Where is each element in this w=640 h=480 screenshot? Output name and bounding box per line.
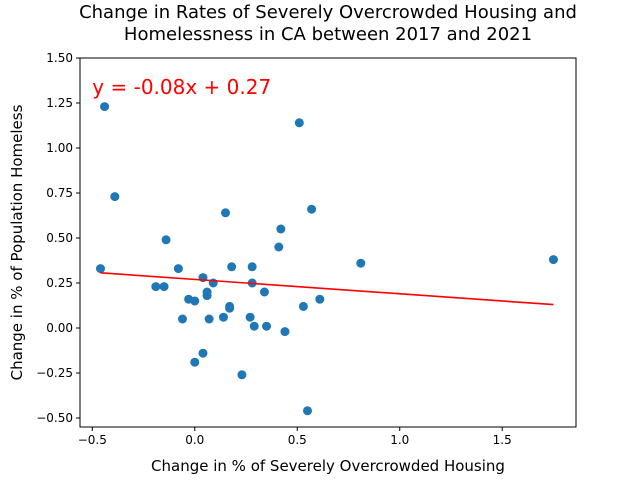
data-point bbox=[245, 312, 255, 322]
data-point bbox=[274, 242, 284, 252]
data-point bbox=[202, 291, 212, 301]
data-point bbox=[151, 282, 161, 292]
data-point bbox=[262, 321, 272, 331]
x-tick-label: 1.0 bbox=[390, 433, 409, 447]
y-tick-label: 0.75 bbox=[46, 186, 73, 200]
data-point bbox=[294, 118, 304, 128]
y-tick-label: 0.50 bbox=[46, 231, 73, 245]
data-point bbox=[173, 264, 183, 274]
data-point bbox=[227, 262, 237, 272]
data-point bbox=[190, 296, 200, 306]
data-point bbox=[161, 235, 171, 245]
data-point bbox=[100, 102, 110, 112]
y-axis-label: Change in % of Population Homeless bbox=[8, 104, 26, 380]
x-tick-label: 0.5 bbox=[288, 433, 307, 447]
x-tick-label: 1.5 bbox=[493, 433, 512, 447]
data-point bbox=[190, 357, 200, 367]
chart-title-line-2: Homelessness in CA between 2017 and 2021 bbox=[124, 24, 532, 45]
x-tick-label: 0.0 bbox=[185, 433, 204, 447]
x-tick-label: −0.5 bbox=[78, 433, 107, 447]
data-point bbox=[237, 370, 247, 380]
data-point bbox=[315, 294, 325, 304]
data-point bbox=[204, 314, 214, 324]
data-point bbox=[218, 312, 228, 322]
y-tick-label: −0.25 bbox=[36, 366, 73, 380]
data-point bbox=[177, 314, 187, 324]
data-point bbox=[259, 287, 269, 297]
y-tick-label: 0.25 bbox=[46, 276, 73, 290]
data-point bbox=[298, 301, 308, 311]
data-point bbox=[276, 224, 286, 234]
y-tick-label: 1.25 bbox=[46, 96, 73, 110]
y-tick-label: 1.00 bbox=[46, 141, 73, 155]
data-point bbox=[225, 303, 235, 313]
regression-equation-label: y = -0.08x + 0.27 bbox=[92, 75, 271, 99]
data-point bbox=[221, 208, 231, 218]
y-tick-label: −0.50 bbox=[36, 411, 73, 425]
data-point bbox=[247, 262, 257, 272]
data-point bbox=[307, 204, 317, 214]
data-point bbox=[303, 406, 313, 416]
data-point bbox=[249, 321, 259, 331]
data-point bbox=[280, 327, 290, 337]
data-point bbox=[110, 192, 120, 202]
data-point bbox=[548, 255, 558, 265]
y-tick-label: 0.00 bbox=[46, 321, 73, 335]
chart-title-line-1: Change in Rates of Severely Overcrowded … bbox=[79, 2, 577, 23]
plot-frame bbox=[79, 57, 577, 428]
regression-line bbox=[100, 271, 554, 306]
data-point bbox=[95, 264, 105, 274]
data-point bbox=[356, 258, 366, 268]
data-point bbox=[159, 282, 169, 292]
y-tick-label: 1.50 bbox=[46, 51, 73, 65]
data-point bbox=[198, 348, 208, 358]
x-axis-label: Change in % of Severely Overcrowded Hous… bbox=[151, 457, 505, 475]
